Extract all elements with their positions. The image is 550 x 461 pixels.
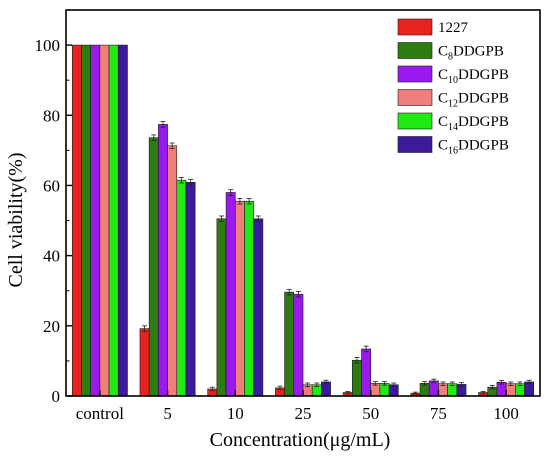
bar-1227-control: [71, 44, 82, 397]
y-tick-label: 100: [35, 36, 61, 55]
y-axis-title: Cell viability(%): [5, 153, 27, 288]
legend-label-C8DDGPB: C8DDGPB: [438, 44, 504, 63]
y-tick-label: 40: [43, 247, 60, 266]
x-tick-label: 25: [295, 404, 312, 423]
bar-C8DDGPB-25: [284, 291, 295, 397]
bar-C12DDGPB-10: [234, 200, 245, 397]
legend-swatch-C8DDGPB: [397, 42, 433, 59]
bar-C8DDGPB-10: [216, 218, 227, 397]
legend-swatch-C16DDGPB: [397, 136, 433, 153]
x-tick-label: control: [76, 404, 124, 423]
bar-C10DDGPB-50: [361, 348, 372, 397]
legend-label-C14DDGPB: C14DDGPB: [438, 114, 509, 133]
legend: 1227 C8DDGPB C10DDGPB C12DDGPB C14DDGPB C16DD…: [397, 18, 509, 157]
bar-C10DDGPB-5: [158, 124, 168, 397]
legend-swatch-C14DDGPB: [397, 112, 433, 130]
bar-C16DDGPB-control: [117, 44, 128, 397]
bars-layer: [71, 44, 535, 397]
bar-C12DDGPB-5: [167, 145, 178, 397]
x-tick-label: 75: [430, 404, 447, 423]
x-tick-label: 100: [493, 404, 519, 423]
legend-label-C10DDGPB: C10DDGPB: [438, 67, 509, 86]
bar-C14DDGPB-10: [244, 200, 254, 397]
bar-C10DDGPB-75: [428, 380, 439, 397]
axes-layer: 0 20 40 60 80 100 control 5 10 25 50 75 100: [35, 9, 541, 423]
y-tick-label: 20: [43, 317, 60, 336]
bar-C16DDGPB-5: [185, 182, 196, 397]
legend-swatch-1227: [397, 18, 433, 36]
legend-label-1227: 1227: [438, 20, 469, 36]
x-tick-label: 10: [227, 404, 244, 423]
bar-C16DDGPB-10: [253, 218, 264, 397]
bar-C14DDGPB-control: [108, 44, 119, 397]
legend-label-C16DDGPB: C16DDGPB: [438, 138, 509, 157]
bar-C8DDGPB-50: [352, 359, 362, 397]
bar-C10DDGPB-10: [225, 192, 236, 397]
y-tick-label: 80: [43, 106, 60, 125]
x-tick-label: 5: [163, 404, 172, 423]
legend-swatch-C12DDGPB: [397, 89, 433, 106]
y-tick-label: 60: [43, 176, 60, 195]
y-tick-label: 0: [52, 387, 61, 406]
bar-C12DDGPB-control: [99, 44, 110, 397]
bar-C14DDGPB-5: [176, 179, 187, 397]
bar-C8DDGPB-5: [148, 137, 159, 397]
bar-C8DDGPB-control: [81, 44, 91, 397]
x-tick-label: 50: [362, 404, 379, 423]
bar-1227-5: [139, 328, 150, 397]
x-axis-title: Concentration(μg/mL): [210, 429, 391, 451]
bar-C10DDGPB-25: [293, 293, 304, 397]
legend-swatch-C10DDGPB: [397, 65, 433, 83]
bar-C10DDGPB-control: [90, 44, 101, 397]
legend-label-C12DDGPB: C12DDGPB: [438, 91, 509, 110]
